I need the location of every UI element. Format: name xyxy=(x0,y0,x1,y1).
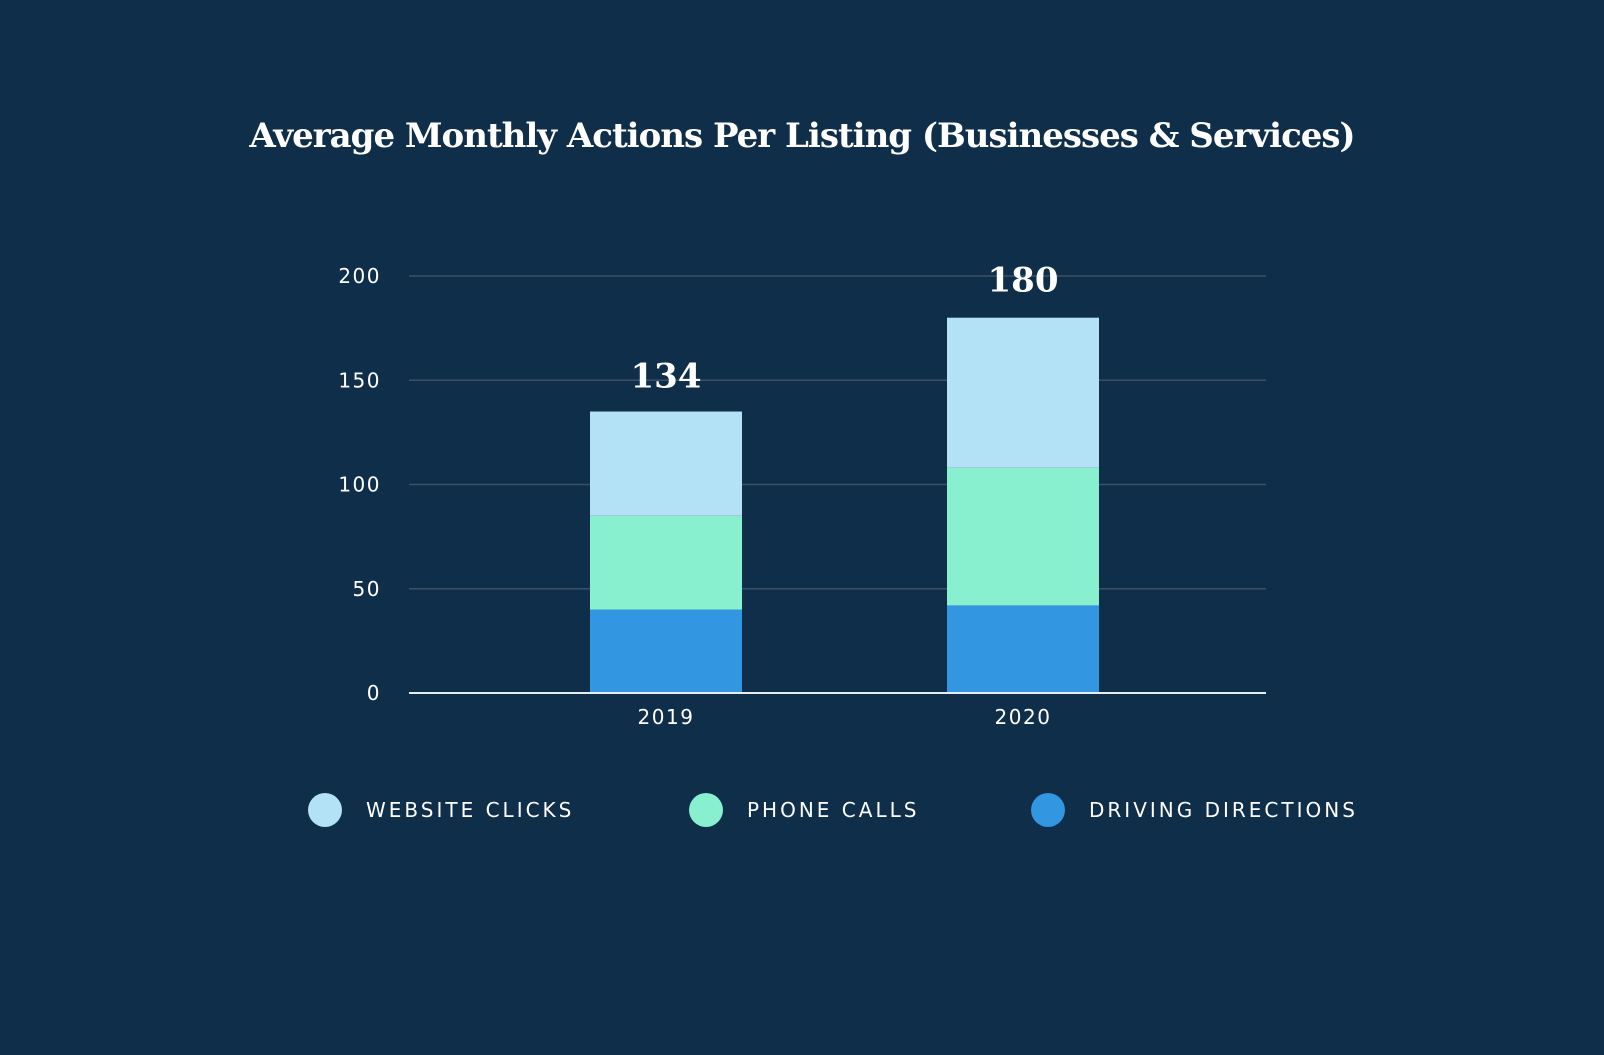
bar-2019-driving-directions xyxy=(590,609,742,693)
y-tick-label-0: 0 xyxy=(367,681,381,705)
bar-2020-website-clicks xyxy=(947,317,1099,468)
total-label-2020: 180 xyxy=(988,261,1059,301)
y-tick-label-200: 200 xyxy=(338,264,381,288)
legend-swatch-website-clicks xyxy=(308,793,342,827)
legend-label-phone-calls: PHONE CALLS xyxy=(747,798,920,822)
x-tick-label-2020: 2020 xyxy=(995,705,1052,729)
bar-2019-website-clicks xyxy=(590,411,742,516)
y-tick-label-150: 150 xyxy=(338,368,381,392)
x-tick-label-2019: 2019 xyxy=(638,705,695,729)
y-tick-label-50: 50 xyxy=(353,577,381,601)
legend-item-driving-directions: DRIVING DIRECTIONS xyxy=(1031,792,1358,828)
legend-swatch-phone-calls xyxy=(689,793,723,827)
legend-label-website-clicks: WEBSITE CLICKS xyxy=(366,798,575,822)
bar-2020-phone-calls xyxy=(947,467,1099,606)
bar-2019-phone-calls xyxy=(590,515,742,610)
total-label-2019: 134 xyxy=(631,357,702,397)
legend-item-website-clicks: WEBSITE CLICKS xyxy=(308,792,574,828)
y-tick-label-100: 100 xyxy=(338,473,381,497)
legend: WEBSITE CLICKS PHONE CALLS DRIVING DIREC… xyxy=(0,792,1604,828)
legend-label-driving-directions: DRIVING DIRECTIONS xyxy=(1089,798,1358,822)
legend-swatch-driving-directions xyxy=(1031,793,1065,827)
legend-item-phone-calls: PHONE CALLS xyxy=(689,792,919,828)
bar-2020-driving-directions xyxy=(947,605,1099,693)
chart-title: Average Monthly Actions Per Listing (Bus… xyxy=(249,116,1355,156)
